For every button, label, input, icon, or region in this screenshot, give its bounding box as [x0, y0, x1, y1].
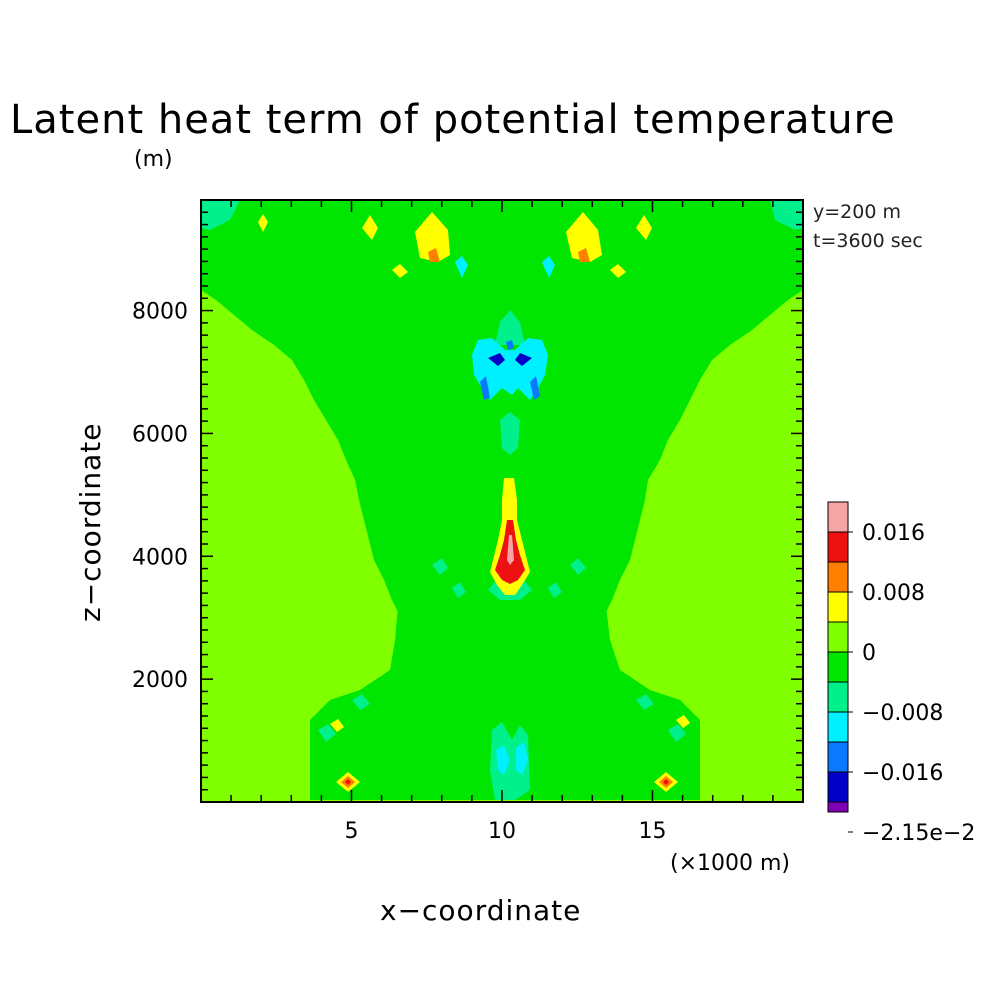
- x-unit-label: (×1000 m): [670, 851, 790, 876]
- lower-cool-cell: [318, 724, 336, 742]
- y-unit-label: (m): [134, 147, 173, 172]
- x-axis: 5 10 15: [230, 200, 774, 844]
- cool-cell: [432, 558, 448, 575]
- cool-cell: [570, 558, 586, 575]
- lower-cool-column: [490, 722, 530, 800]
- cold-anomaly-core: [506, 340, 514, 350]
- colorbar-swatch: [827, 771, 849, 803]
- lower-cool-column: [516, 742, 528, 775]
- lower-cool-cell: [668, 724, 686, 742]
- warm-cell: [428, 248, 440, 262]
- warm-cell: [636, 215, 652, 240]
- y-axis: 2000 4000 6000 8000: [132, 211, 803, 791]
- warm-cell: [392, 264, 408, 278]
- colorbar-swatch: [827, 681, 849, 713]
- colorbar-swatch: [827, 501, 849, 533]
- contour-region-top-fringe: [201, 200, 240, 230]
- colorbar-label: −0.016: [862, 761, 943, 786]
- contour-region-upper: [201, 200, 803, 612]
- cool-cell: [542, 256, 555, 278]
- colorbar-label: 0.016: [862, 521, 925, 546]
- x-tick-label: 15: [639, 819, 667, 844]
- annotation-y: y=200 m: [813, 201, 901, 223]
- cold-anomaly-core: [488, 353, 505, 366]
- colorbar-swatch: [827, 741, 849, 773]
- surface-warm-spot: [663, 779, 669, 785]
- warm-cell: [258, 214, 268, 232]
- warm-cell: [566, 212, 602, 262]
- colorbar-swatch: [827, 801, 849, 813]
- cool-cell: [548, 582, 562, 598]
- x-axis-label: x−coordinate: [380, 894, 581, 927]
- warm-cell: [362, 215, 378, 240]
- warm-core: [507, 535, 514, 565]
- colorbar-swatch: [827, 651, 849, 683]
- colorbar-swatch: [827, 711, 849, 743]
- y-tick-label: 4000: [132, 545, 188, 570]
- lower-cool-cell: [352, 694, 370, 710]
- colorbar-label: −2.15e−2: [862, 821, 975, 846]
- y-tick-label: 6000: [132, 422, 188, 447]
- warm-cell: [610, 264, 626, 278]
- contour-field: [200, 199, 804, 803]
- colorbar-swatch: [827, 531, 849, 563]
- chart-title: Latent heat term of potential temperatur…: [10, 97, 896, 143]
- cold-tail: [500, 412, 520, 455]
- lower-cool-column: [496, 745, 510, 775]
- colorbar-swatch: [827, 591, 849, 623]
- y-axis-label: z−coordinate: [74, 423, 107, 623]
- cold-anomaly: [472, 338, 548, 400]
- colorbar-label: 0: [862, 641, 876, 666]
- cool-cell: [455, 256, 468, 278]
- cold-anomaly-core: [480, 376, 490, 400]
- x-tick-label: 10: [488, 819, 516, 844]
- contour-region-lower: [310, 606, 700, 800]
- colorbar-label: −0.008: [862, 701, 943, 726]
- surface-warm-spot: [345, 779, 351, 785]
- colorbar-swatch: [827, 561, 849, 593]
- cold-anomaly-core: [515, 353, 532, 366]
- lower-warm-cell: [330, 719, 344, 732]
- lower-cool-cell: [636, 694, 654, 710]
- colorbar-label: 0.008: [862, 581, 925, 606]
- cold-anomaly-core: [530, 376, 540, 400]
- y-tick-label: 2000: [132, 668, 188, 693]
- colorbar-swatch: [827, 621, 849, 653]
- y-tick-label: 8000: [132, 300, 188, 325]
- annotation-t: t=3600 sec: [813, 230, 923, 252]
- lower-warm-cell: [676, 715, 690, 728]
- cool-cell: [452, 582, 466, 598]
- contour-region-top-fringe: [770, 200, 803, 230]
- warm-cell: [578, 248, 590, 262]
- cold-anomaly: [495, 310, 525, 345]
- warm-cell: [415, 212, 450, 262]
- colorbar: 0.016 0.008 0 −0.008 −0.016 −2.15e−2: [827, 501, 975, 846]
- x-tick-label: 5: [345, 819, 359, 844]
